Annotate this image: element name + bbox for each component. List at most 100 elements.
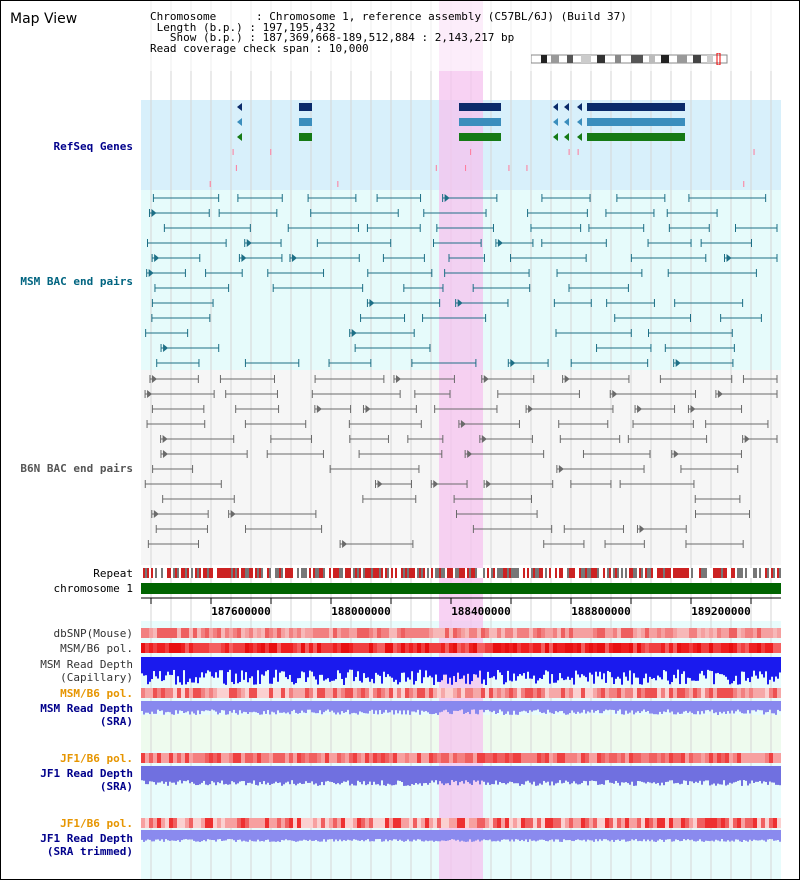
- jf1-depth-trimmed-bar: [465, 830, 467, 842]
- jf1-depth-trimmed-bar: [295, 830, 297, 842]
- msm-bac-pair-arrow: [497, 239, 503, 247]
- dbsnp-strip: [477, 628, 481, 638]
- dbsnp-strip: [369, 628, 373, 638]
- msm-b6-pol-sra-strip: [381, 688, 385, 698]
- msm-b6-pol-strip: [425, 643, 429, 653]
- msm-depth-sra-bar: [141, 701, 143, 712]
- msm-depth-capillary-bar: [373, 657, 375, 684]
- jf1-depth-trimmed-bar: [567, 830, 569, 841]
- repeat-segment: [635, 568, 637, 578]
- msm-depth-sra-bar: [417, 701, 419, 710]
- repeat-segment: [611, 568, 613, 578]
- dbsnp-strip: [533, 628, 537, 638]
- msm-b6-pol-strip: [769, 643, 773, 653]
- msm-b6-pol-strip: [597, 643, 601, 653]
- ideogram-band: [649, 55, 655, 63]
- msm-depth-capillary-bar: [507, 657, 509, 671]
- jf1-b6-pol-strip: [689, 753, 693, 763]
- msm-depth-sra-bar: [215, 701, 217, 712]
- jf1-depth-sra-bar: [451, 766, 453, 781]
- msm-depth-capillary-bar: [379, 657, 381, 676]
- msm-b6-pol-sra-strip: [585, 688, 589, 698]
- msm-depth-capillary-bar: [275, 657, 277, 670]
- msm-b6-pol-sra-strip: [637, 688, 641, 698]
- msm-b6-pol-sra-strip: [717, 688, 721, 698]
- jf1-depth-sra-bar: [325, 766, 327, 782]
- msm-b6-pol-strip: [325, 643, 329, 653]
- msm-b6-pol-strip: [629, 643, 633, 653]
- msm-depth-sra-bar: [581, 701, 583, 713]
- repeat-segment: [369, 568, 371, 578]
- repeat-segment: [295, 568, 297, 578]
- msm-depth-capillary-bar: [155, 657, 157, 677]
- repeat-segment: [351, 568, 353, 578]
- jf1-depth-sra-bar: [461, 766, 463, 782]
- dbsnp-strip: [345, 628, 349, 638]
- jf1-b6-pol-trim-strip: [249, 818, 253, 828]
- jf1-depth-sra-bar: [265, 766, 267, 785]
- msm-b6-pol-sra-strip: [341, 688, 345, 698]
- repeat-segment: [653, 568, 655, 578]
- jf1-depth-sra-bar: [155, 766, 157, 785]
- msm-b6-pol-sra-strip: [401, 688, 405, 698]
- msm-b6-pol-sra-strip: [513, 688, 517, 698]
- dbsnp-strip: [329, 628, 333, 638]
- msm-depth-sra-bar: [613, 701, 615, 711]
- msm-b6-pol-strip: [277, 643, 281, 653]
- jf1-b6-pol-trim-strip: [333, 818, 337, 828]
- jf1-b6-pol-trim-strip: [425, 818, 429, 828]
- repeat-segment: [327, 568, 329, 578]
- msm-b6-pol-sra-strip: [165, 688, 169, 698]
- jf1-b6-pol-trim-strip: [553, 818, 557, 828]
- msm-b6-pol-sra-strip: [161, 688, 165, 698]
- msm-depth-sra-bar: [483, 701, 485, 713]
- repeat-segment: [233, 568, 235, 578]
- msm-depth-capillary-bar: [299, 657, 301, 679]
- msm-depth-capillary-bar: [399, 657, 401, 683]
- jf1-b6-pol-strip: [625, 753, 629, 763]
- msm-depth-sra-bar: [585, 701, 587, 714]
- repeat-segment: [193, 568, 195, 578]
- repeat-segment: [655, 568, 657, 578]
- jf1-b6-pol-strip: [297, 753, 301, 763]
- dbsnp-strip: [205, 628, 209, 638]
- dbsnp-strip: [437, 628, 441, 638]
- msm-depth-sra-bar: [531, 701, 533, 712]
- jf1-b6-pol-strip: [493, 753, 497, 763]
- msm-b6-pol-strip: [233, 643, 237, 653]
- jf1-depth-sra-bar: [613, 766, 615, 784]
- repeat-segment: [341, 568, 343, 578]
- jf1-b6-pol-trim-strip: [169, 818, 173, 828]
- msm-b6-pol-sra-strip: [765, 688, 769, 698]
- jf1-b6-pol-strip: [589, 753, 593, 763]
- jf1-b6-pol-trim-strip: [489, 818, 493, 828]
- msm-depth-sra-bar: [221, 701, 223, 711]
- msm-depth-sra-bar: [539, 701, 541, 712]
- repeat-segment: [321, 568, 323, 578]
- jf1-depth-trimmed-bar: [223, 830, 225, 841]
- jf1-depth-trimmed-bar: [527, 830, 529, 842]
- selection-highlight: [439, 1, 483, 879]
- msm-depth-capillary-bar: [297, 657, 299, 679]
- msm-depth-capillary-bar: [209, 657, 211, 672]
- msm-depth-capillary-bar: [195, 657, 197, 678]
- msm-depth-sra-bar: [445, 701, 447, 710]
- jf1-depth-sra-bar: [779, 766, 781, 786]
- repeat-segment: [197, 568, 199, 578]
- msm-depth-capillary-bar: [403, 657, 405, 673]
- jf1-depth-sra-bar: [773, 766, 775, 783]
- chromosome-ideogram[interactable]: [531, 53, 731, 65]
- jf1-depth-trimmed-bar: [537, 830, 539, 841]
- jf1-depth-trimmed-bar: [733, 830, 735, 842]
- msm-depth-capillary-bar: [561, 657, 563, 679]
- jf1-b6-pol-strip: [509, 753, 513, 763]
- jf1-depth-sra-bar: [753, 766, 755, 783]
- jf1-b6-pol-trim-strip: [397, 818, 401, 828]
- jf1-depth-trimmed-bar: [493, 830, 495, 842]
- jf1-b6-pol-strip: [697, 753, 701, 763]
- jf1-depth-sra-bar: [411, 766, 413, 785]
- msm-depth-sra-bar: [317, 701, 319, 714]
- msm-depth-sra-bar: [497, 701, 499, 713]
- msm-depth-sra-bar: [645, 701, 647, 712]
